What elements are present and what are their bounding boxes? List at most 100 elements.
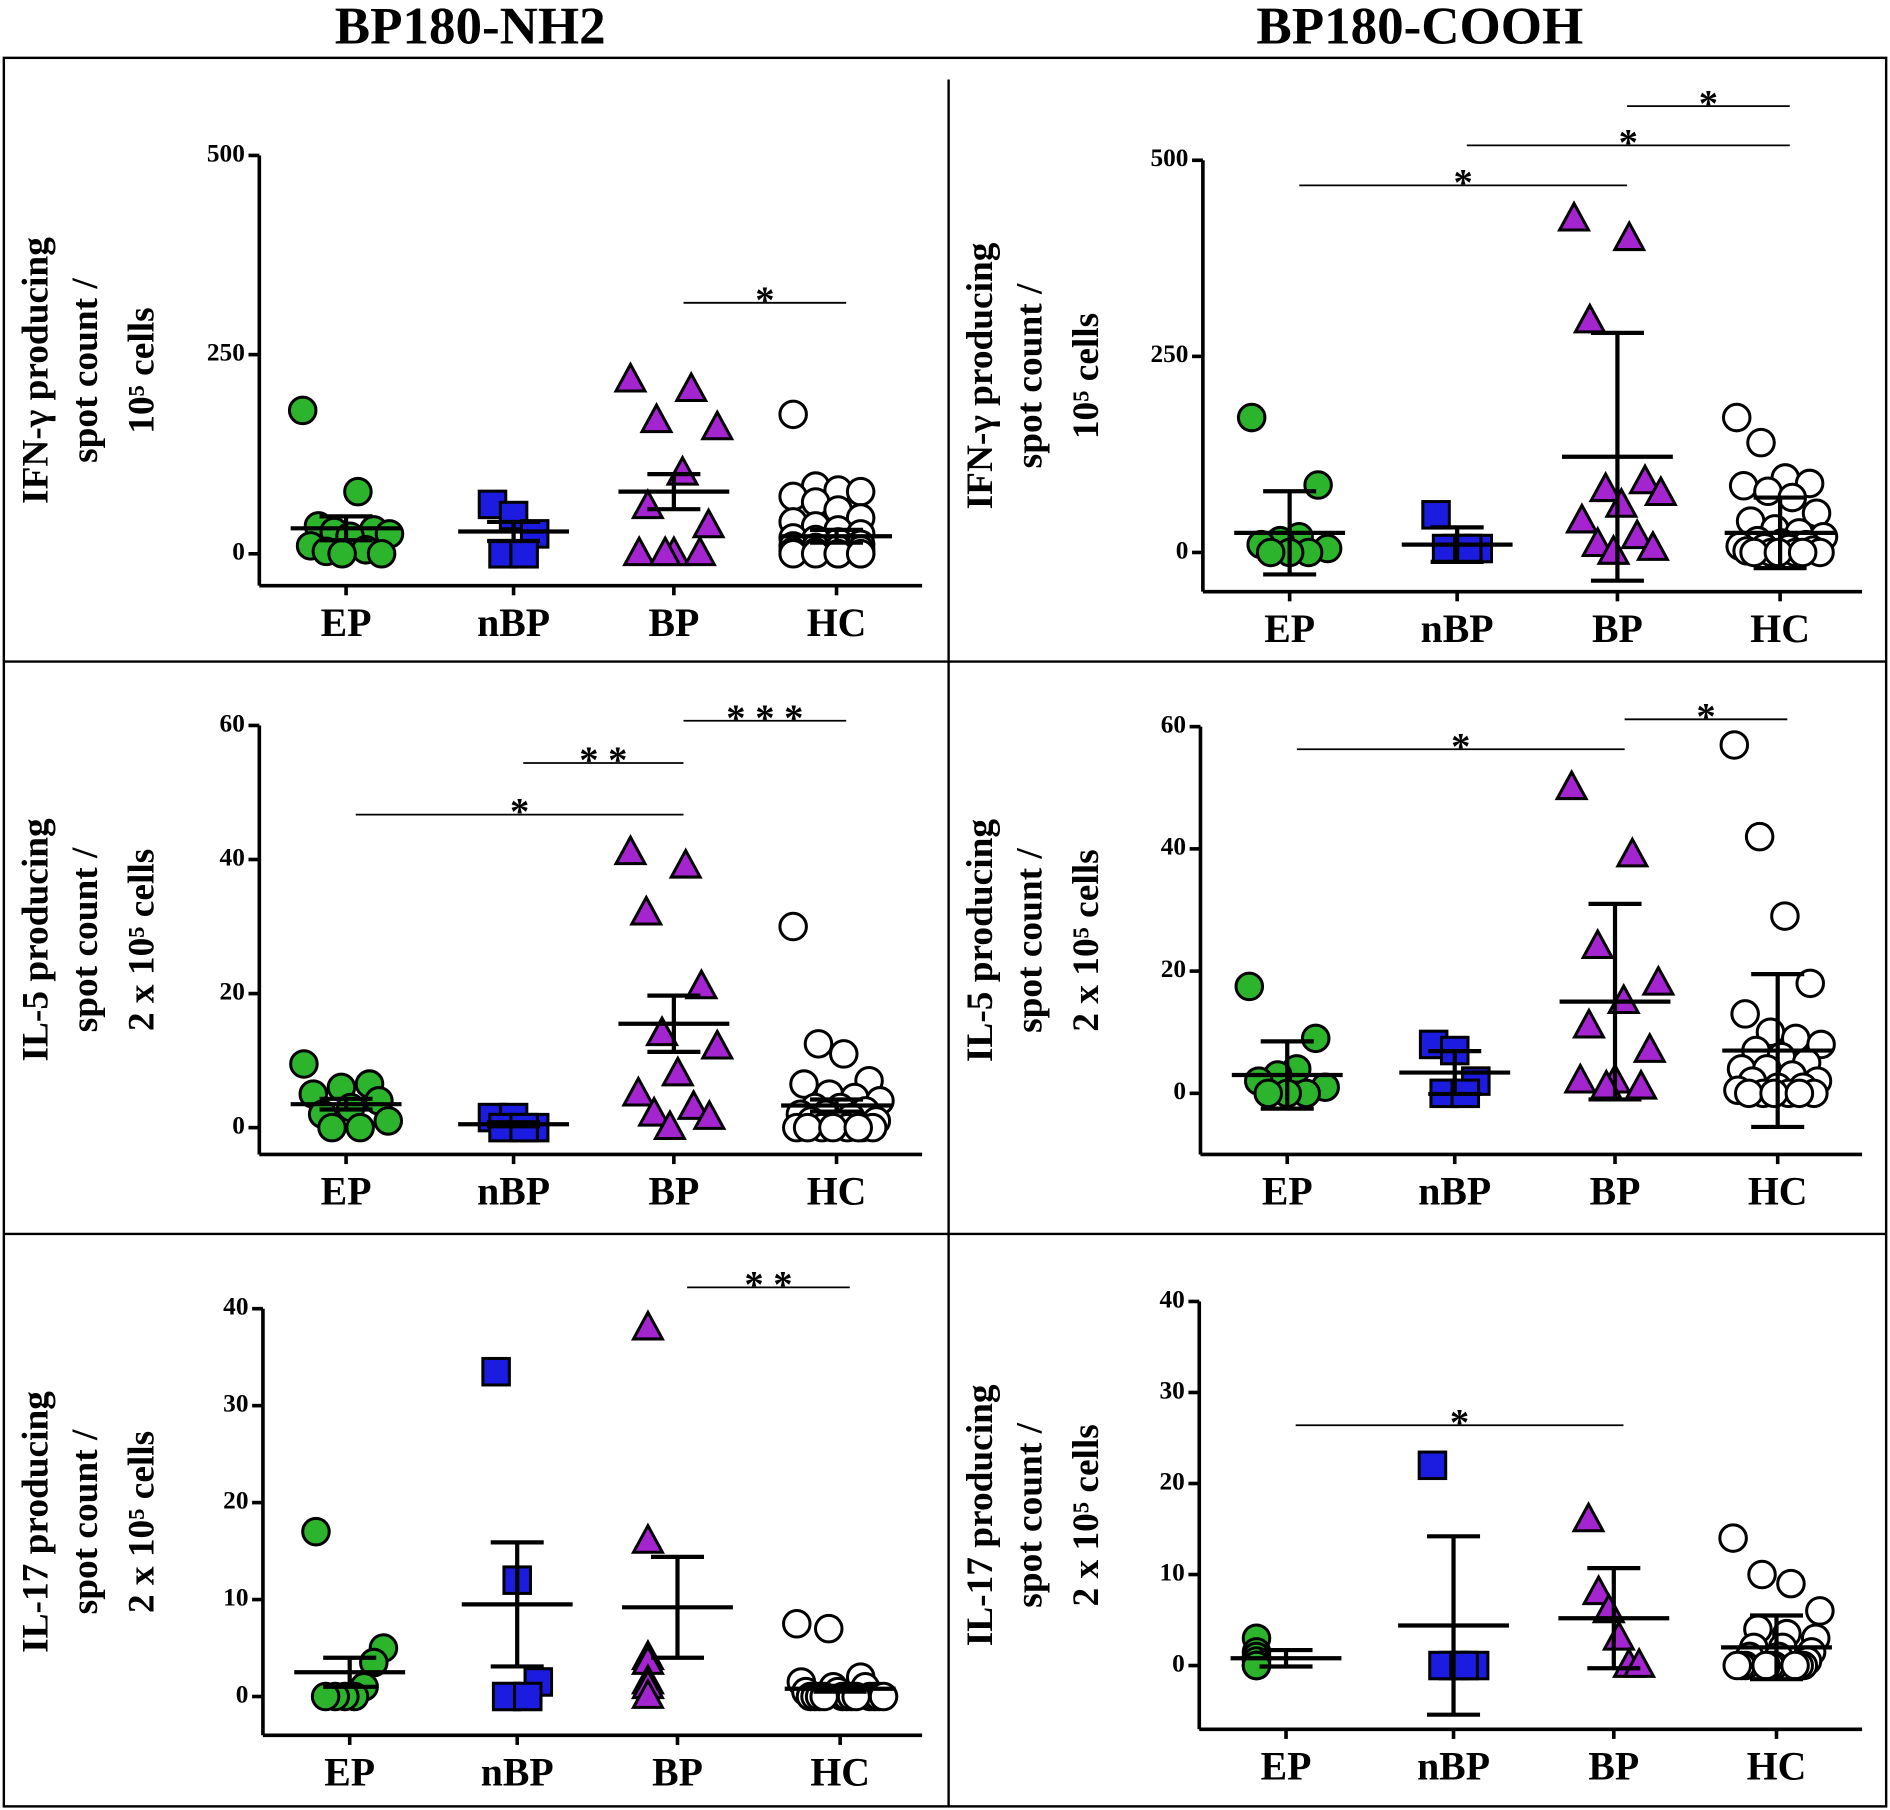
y-axis-label: 2 x 10⁵ cells	[121, 1431, 162, 1613]
data-point	[692, 1098, 727, 1130]
y-tick-label: 250	[207, 338, 245, 366]
y-axis-label: IL-5 producing	[15, 818, 56, 1061]
data-point	[481, 1356, 511, 1387]
data-point	[1753, 476, 1783, 507]
y-tick-label: 20	[1161, 955, 1186, 983]
data-point	[613, 361, 648, 393]
y-tick-label: 10	[223, 1583, 248, 1611]
y-tick-label: 10	[1160, 1558, 1185, 1586]
y-axis-label: spot count /	[1010, 283, 1051, 468]
data-point	[1303, 470, 1333, 500]
data-point	[1557, 200, 1592, 232]
data-point	[287, 395, 318, 426]
data-point	[622, 534, 657, 567]
x-tick-label: nBP	[481, 1750, 554, 1794]
data-point	[1784, 1078, 1815, 1109]
data-point	[1635, 529, 1670, 561]
y-tick-label: 0	[232, 1111, 245, 1139]
data-point	[1253, 1078, 1284, 1109]
data-point	[1236, 402, 1267, 433]
significance-label: * * *	[726, 697, 803, 739]
data-point	[1417, 1450, 1448, 1481]
data-point	[1744, 821, 1775, 852]
x-tick-label: nBP	[477, 1170, 550, 1214]
column-title: BP180-NH2	[335, 0, 606, 55]
y-axis-label: IFN-γ producing	[960, 242, 1001, 509]
column-title: BP180-COOH	[1256, 0, 1583, 55]
data-point	[1719, 730, 1750, 760]
data-point	[1776, 1568, 1806, 1599]
data-point	[1234, 971, 1265, 1002]
y-axis-label: 2 x 10⁵ cells	[121, 849, 162, 1031]
y-axis-label: IL-17 producing	[960, 1384, 1001, 1646]
y-axis-label: 2 x 10⁵ cells	[1066, 1424, 1107, 1606]
data-point	[1643, 474, 1678, 506]
x-tick-label: EP	[1261, 1744, 1312, 1788]
data-point	[792, 1112, 823, 1143]
data-point	[1787, 537, 1818, 568]
y-tick-label: 60	[220, 709, 245, 737]
y-axis-label: spot count /	[1010, 1422, 1051, 1607]
data-point	[813, 1613, 844, 1644]
data-point	[778, 911, 808, 942]
x-tick-label: nBP	[1418, 1170, 1491, 1214]
data-point	[1581, 1573, 1616, 1606]
y-axis-label: IL-5 producing	[960, 819, 1001, 1062]
y-axis-label: spot count /	[65, 847, 106, 1032]
data-point	[1300, 1023, 1331, 1054]
data-point	[1728, 471, 1759, 501]
y-axis-label: IFN-γ producing	[15, 237, 56, 504]
data-point	[1591, 1592, 1626, 1624]
data-point	[684, 968, 719, 1000]
data-point	[1739, 537, 1769, 568]
data-point	[1641, 964, 1676, 996]
data-point	[803, 1029, 834, 1059]
y-axis-label: IL-17 producing	[15, 1391, 56, 1653]
data-point	[509, 539, 539, 569]
data-point	[645, 1014, 680, 1047]
x-tick-label: EP	[1262, 1170, 1313, 1214]
data-point	[1747, 1559, 1777, 1590]
x-tick-label: HC	[807, 601, 867, 645]
y-tick-label: 0	[232, 538, 245, 566]
data-point	[630, 1309, 665, 1341]
x-tick-label: EP	[321, 601, 372, 645]
data-point	[1571, 1007, 1606, 1039]
data-point	[310, 1681, 341, 1712]
data-point	[1604, 486, 1639, 518]
significance-label: * *	[579, 740, 627, 782]
data-point	[1554, 768, 1589, 801]
x-tick-label: BP	[1588, 1744, 1639, 1788]
x-tick-label: nBP	[1421, 607, 1494, 651]
data-point	[1255, 537, 1286, 568]
data-point	[301, 1516, 331, 1547]
y-axis-label: spot count /	[1010, 848, 1051, 1033]
data-point	[621, 1075, 656, 1107]
y-axis-label: 10⁵ cells	[1066, 313, 1107, 439]
significance-label: * *	[744, 1264, 792, 1306]
significance-label: *	[1696, 696, 1715, 738]
data-point	[1612, 219, 1647, 252]
significance-label: *	[1450, 1402, 1469, 1444]
data-point	[1722, 1650, 1753, 1681]
data-point	[1730, 999, 1760, 1029]
x-tick-label: BP	[648, 1170, 699, 1214]
data-point	[345, 1112, 375, 1143]
data-point	[1601, 1619, 1636, 1651]
y-tick-label: 500	[1150, 144, 1188, 172]
x-tick-label: HC	[810, 1750, 870, 1794]
x-tick-label: HC	[1750, 607, 1810, 651]
data-point	[1624, 1068, 1659, 1100]
data-point	[630, 1522, 665, 1554]
data-point	[1571, 1501, 1606, 1533]
significance-label: *	[1451, 726, 1470, 768]
y-tick-label: 20	[220, 977, 245, 1005]
data-point	[782, 1609, 812, 1639]
data-point	[1770, 901, 1800, 931]
data-point	[317, 1112, 347, 1143]
data-point	[1795, 968, 1825, 999]
significance-label: *	[1619, 122, 1638, 164]
data-point	[700, 1028, 735, 1060]
y-axis-label: spot count /	[65, 1429, 106, 1614]
